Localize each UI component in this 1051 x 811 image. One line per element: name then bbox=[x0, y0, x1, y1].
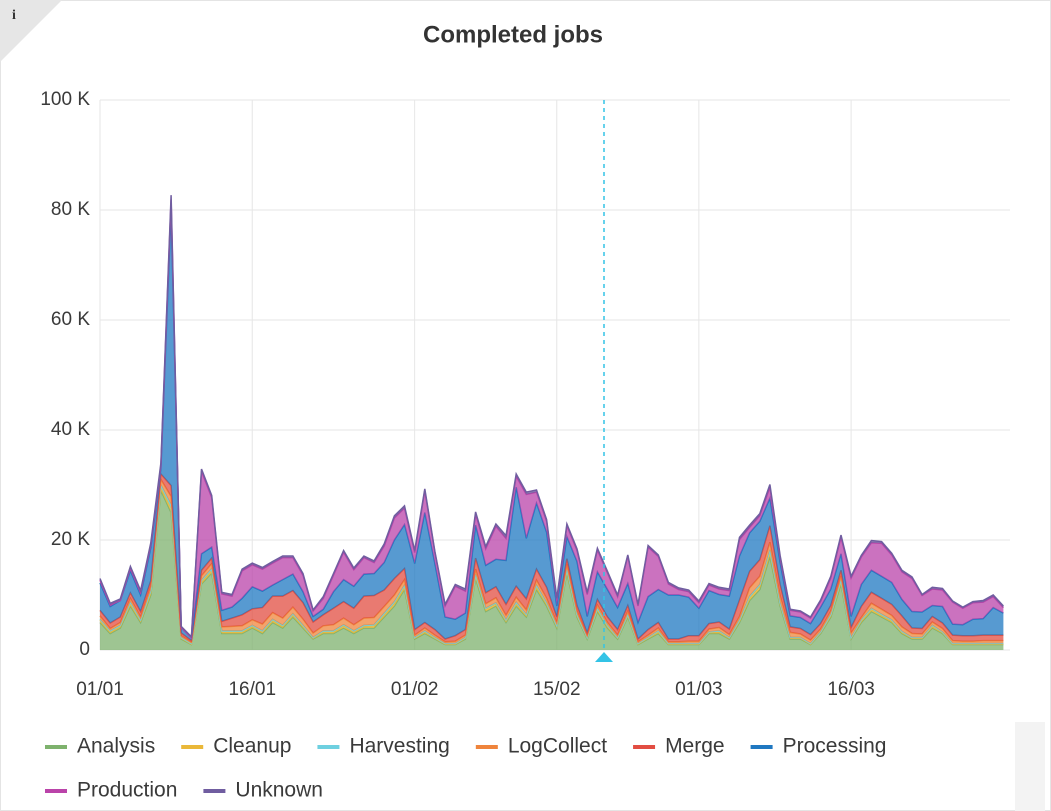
legend-item[interactable]: Merge bbox=[633, 735, 725, 758]
legend-label[interactable]: Cleanup bbox=[213, 735, 291, 758]
x-tick-label: 01/01 bbox=[76, 679, 124, 700]
x-tick-label: 15/02 bbox=[533, 679, 581, 700]
legend-item[interactable]: LogCollect bbox=[475, 735, 607, 758]
legend-item[interactable]: Processing bbox=[750, 735, 887, 758]
y-tick-label: 80 K bbox=[51, 199, 90, 220]
legend-label[interactable]: LogCollect bbox=[508, 735, 607, 758]
series-area bbox=[100, 490, 1004, 650]
legend-item[interactable]: Cleanup bbox=[181, 735, 291, 758]
legend-label[interactable]: Harvesting bbox=[349, 735, 449, 758]
y-tick-label: 40 K bbox=[51, 419, 90, 440]
y-tick-label: 0 bbox=[79, 639, 90, 660]
y-tick-label: 60 K bbox=[51, 309, 90, 330]
series-area bbox=[100, 474, 1004, 643]
info-corner[interactable] bbox=[0, 0, 62, 62]
hover-marker bbox=[595, 652, 613, 662]
legend-label[interactable]: Merge bbox=[665, 735, 725, 758]
series-line bbox=[99, 195, 1004, 639]
chart-title: Completed jobs bbox=[423, 21, 603, 48]
info-icon[interactable]: i bbox=[12, 8, 16, 23]
legend-label[interactable]: Processing bbox=[783, 735, 887, 758]
legend-item[interactable]: Unknown bbox=[203, 779, 323, 802]
legend-label[interactable]: Production bbox=[77, 779, 177, 802]
legend-label[interactable]: Analysis bbox=[77, 735, 155, 758]
x-tick-label: 01/03 bbox=[675, 679, 723, 700]
x-tick-label: 16/01 bbox=[228, 679, 276, 700]
y-tick-label: 20 K bbox=[51, 529, 90, 550]
scroll-edge bbox=[1015, 722, 1045, 811]
y-tick-label: 100 K bbox=[40, 89, 90, 110]
series-area bbox=[100, 199, 1004, 638]
x-tick-label: 01/02 bbox=[391, 679, 439, 700]
legend-item[interactable]: Analysis bbox=[45, 735, 155, 758]
legend-label[interactable]: Unknown bbox=[235, 779, 323, 802]
legend-item[interactable]: Harvesting bbox=[317, 735, 450, 758]
x-tick-label: 16/03 bbox=[827, 679, 875, 700]
legend-item[interactable]: Production bbox=[45, 779, 177, 802]
